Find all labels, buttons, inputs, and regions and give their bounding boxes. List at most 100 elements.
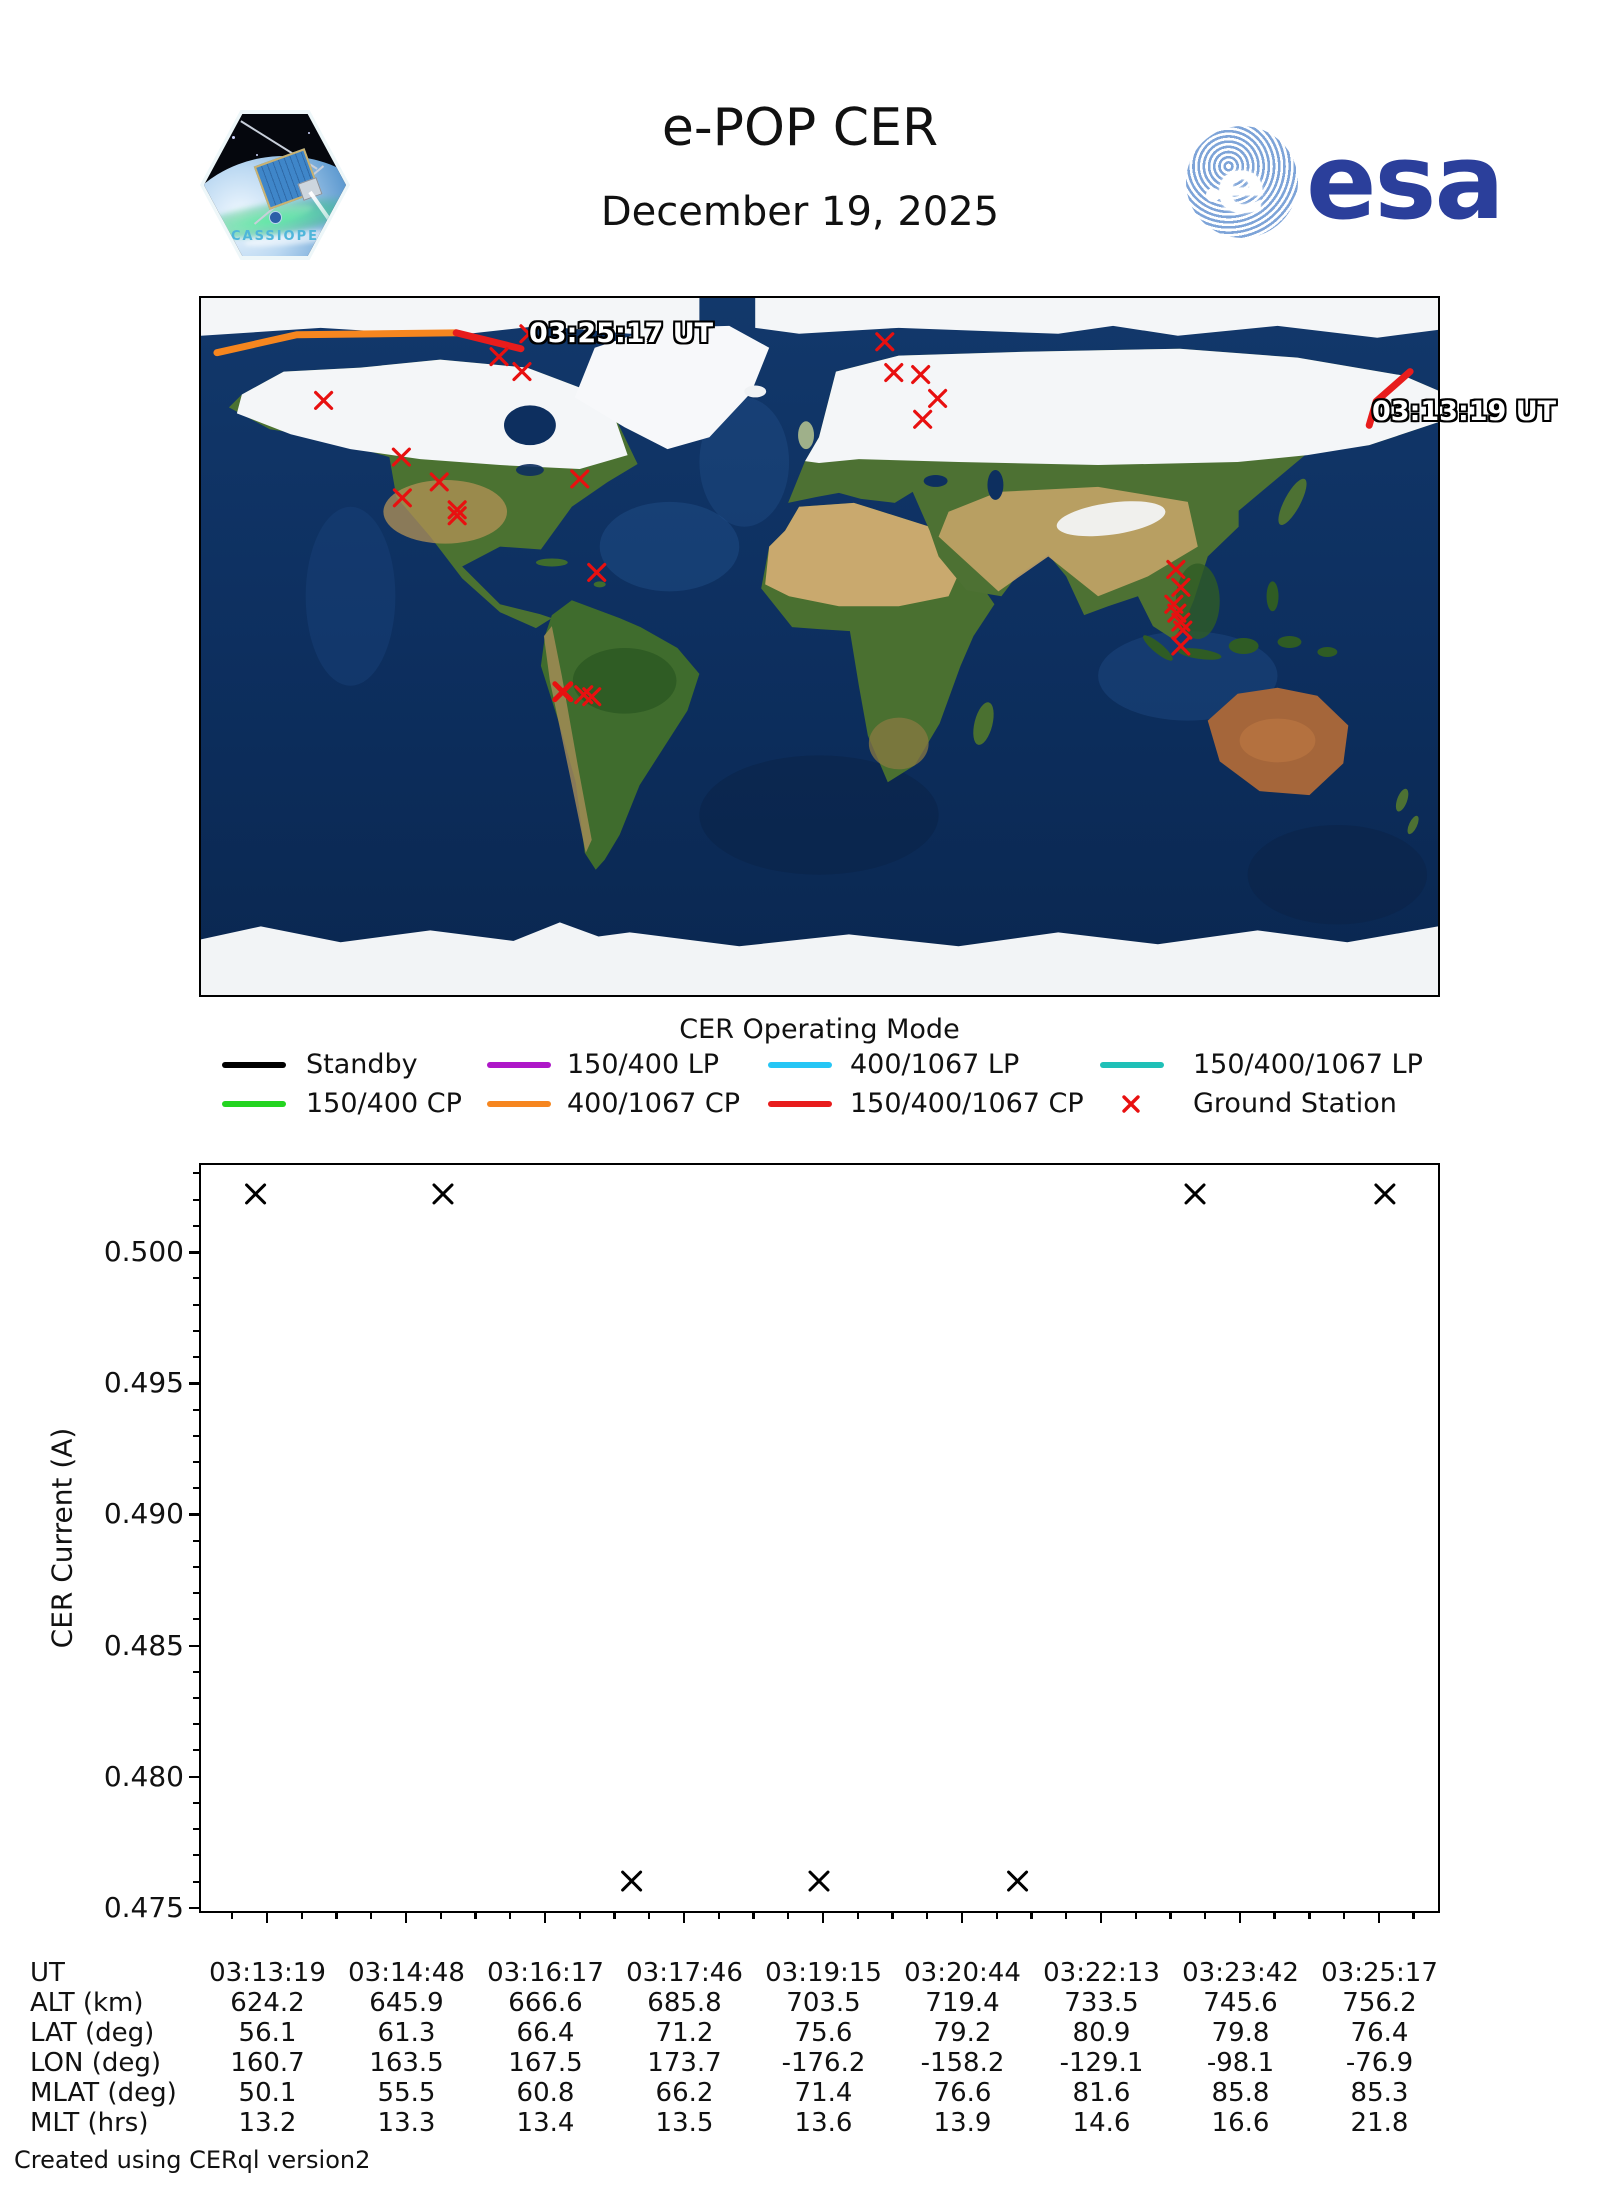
x-minor-tick (335, 1913, 338, 1919)
x-major-tick (821, 1913, 825, 1923)
table-cell: 03:19:15 (765, 1958, 882, 1988)
table-cell: 50.1 (238, 2078, 297, 2108)
legend-swatch-150-400-1067-cp (768, 1101, 832, 1107)
cassiope-mission-patch: CASSIOPE (200, 110, 350, 260)
world-map (199, 296, 1440, 997)
ground-station-marker (391, 447, 411, 467)
table-cell: 66.2 (655, 2078, 714, 2108)
ground-station-marker (552, 681, 574, 703)
x-minor-tick (231, 1913, 234, 1919)
track-start-time-annotation: 03:13:19 UT (1372, 396, 1557, 427)
y-minor-tick (193, 1592, 199, 1595)
table-cell: 624.2 (230, 1988, 305, 2018)
table-cell: 13.5 (655, 2108, 714, 2138)
x-minor-tick (439, 1913, 442, 1919)
x-major-tick (543, 1913, 547, 1923)
x-major-tick (1238, 1913, 1242, 1923)
table-cell: -76.9 (1345, 2048, 1414, 2078)
y-minor-tick (193, 1329, 199, 1332)
ground-station-marker (875, 332, 895, 352)
y-minor-tick (193, 1854, 199, 1857)
ground-station-marker (1173, 620, 1193, 640)
esa-wordmark: esa (1306, 121, 1505, 243)
legend-label: 150/400 CP (306, 1088, 462, 1119)
legend-label: Ground Station (1193, 1088, 1397, 1119)
x-minor-tick (891, 1913, 894, 1919)
scatter-layer (245, 1183, 1396, 1892)
table-cell: 645.9 (369, 1988, 444, 2018)
table-cell: 733.5 (1064, 1988, 1139, 2018)
x-minor-tick (578, 1913, 581, 1919)
table-cell: 71.2 (655, 2018, 714, 2048)
table-cell: 85.8 (1211, 2078, 1270, 2108)
esa-logo: e esa (1186, 121, 1505, 243)
scatter-point (621, 1870, 643, 1892)
ground-station-marker (447, 500, 467, 520)
y-major-tick (189, 1775, 199, 1779)
ground-station-marker (489, 347, 509, 367)
ground-track-segment (213, 329, 460, 357)
table-cell: 56.1 (238, 2018, 297, 2048)
y-minor-tick (193, 1565, 199, 1568)
table-cell: 13.3 (377, 2108, 436, 2138)
table-row-label: MLT (hrs) (30, 2108, 149, 2138)
y-minor-tick (193, 1723, 199, 1726)
esa-dot-icon (1206, 188, 1220, 202)
table-cell: 745.6 (1203, 1988, 1278, 2018)
x-minor-tick (1169, 1913, 1172, 1919)
table-cell: 79.2 (933, 2018, 992, 2048)
table-cell: 76.6 (933, 2078, 992, 2108)
ground-station-marker (570, 469, 590, 489)
x-major-tick (682, 1913, 686, 1923)
ephemeris-table: UT 03:13:19 03:14:48 03:16:17 03:17:46 03:19:… (0, 1958, 1449, 2138)
x-minor-tick (856, 1913, 859, 1919)
table-row-label: ALT (km) (30, 1988, 144, 2018)
x-major-tick (1377, 1913, 1381, 1923)
y-minor-tick (193, 1434, 199, 1437)
y-tick-label: 0.485 (103, 1628, 184, 1662)
table-cell: -176.2 (781, 2048, 866, 2078)
table-cell: 03:14:48 (348, 1958, 465, 1988)
ground-station-marker (587, 562, 607, 582)
table-cell: 21.8 (1350, 2108, 1409, 2138)
legend-swatch-150-400-lp (487, 1062, 551, 1068)
y-minor-tick (193, 1408, 199, 1411)
x-minor-tick (717, 1913, 720, 1919)
ground-track-segment (1365, 368, 1414, 429)
legend-swatch-400-1067-cp (487, 1101, 551, 1107)
table-cell: 719.4 (925, 1988, 1000, 2018)
y-minor-tick (193, 1277, 199, 1280)
table-cell: 666.6 (508, 1988, 583, 2018)
x-minor-tick (648, 1913, 651, 1919)
legend-swatch-150-400-1067-lp (1100, 1062, 1164, 1068)
y-minor-tick (193, 1618, 199, 1621)
y-tick-label: 0.490 (103, 1497, 184, 1531)
scatter-point (1007, 1870, 1029, 1892)
table-cell: 03:23:42 (1182, 1958, 1299, 1988)
y-minor-tick (193, 1749, 199, 1752)
ground-station-marker (1171, 636, 1191, 656)
table-cell: 81.6 (1072, 2078, 1131, 2108)
y-minor-tick (193, 1303, 199, 1306)
x-minor-tick (300, 1913, 303, 1919)
y-minor-tick (193, 1224, 199, 1227)
y-minor-tick (193, 1172, 199, 1175)
y-axis-label: CER Current (A) (45, 1427, 79, 1649)
y-minor-tick (193, 1670, 199, 1673)
page-subtitle: December 19, 2025 (600, 189, 1000, 235)
table-cell: 13.2 (238, 2108, 297, 2138)
table-cell: 71.4 (794, 2078, 853, 2108)
patch-emblem-icon (269, 211, 282, 224)
x-minor-tick (752, 1913, 755, 1919)
credit-text: Created using CERql version2 (14, 2146, 371, 2174)
scatter-point (432, 1183, 454, 1205)
legend-ground-station-icon (1122, 1095, 1140, 1113)
table-cell: 79.8 (1211, 2018, 1270, 2048)
y-tick-label: 0.480 (103, 1759, 184, 1793)
ground-station-marker (1171, 577, 1191, 597)
ground-track-segment (452, 329, 525, 353)
ground-station-marker (512, 362, 532, 382)
table-cell: 173.7 (647, 2048, 722, 2078)
ground-station-marker (582, 687, 602, 707)
x-minor-tick (1342, 1913, 1346, 1919)
